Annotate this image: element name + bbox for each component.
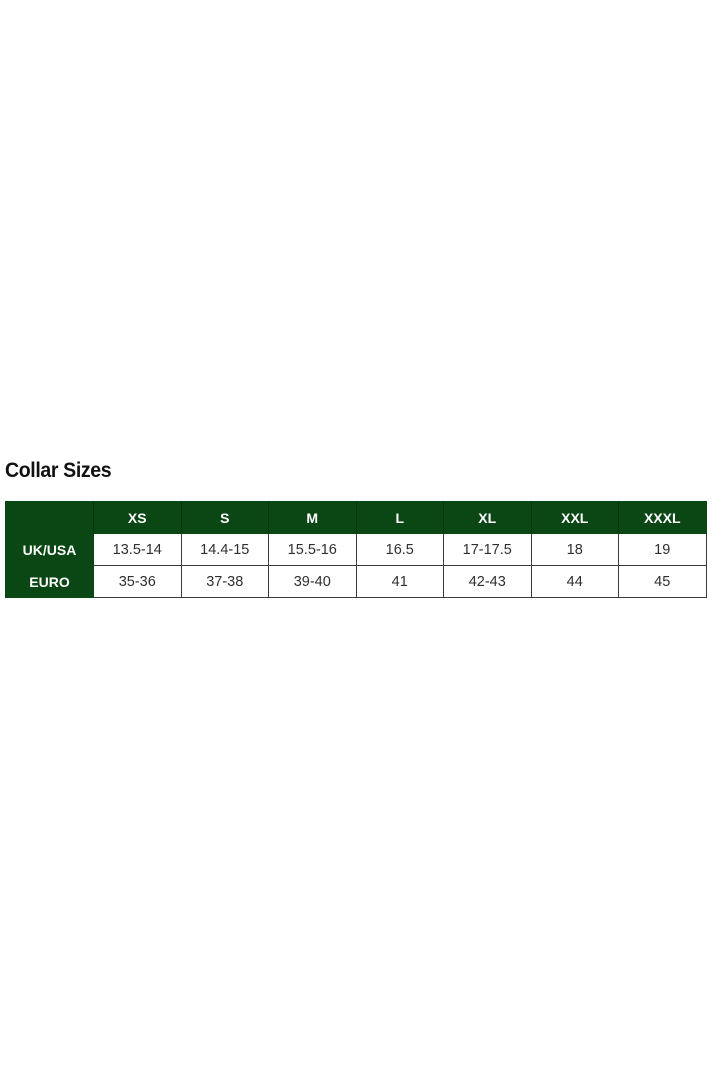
table-header-xxxl: XXXL xyxy=(618,501,707,534)
table-header-xs: XS xyxy=(93,501,182,534)
cell-euro-xs: 35-36 xyxy=(93,565,182,598)
table-header-xl: XL xyxy=(443,501,532,534)
table-body: UK/USA 13.5-14 14.4-15 15.5-16 16.5 17-1… xyxy=(5,533,707,598)
collar-size-table: XS S M L XL XXL XXXL UK/USA 13.5-14 14.4… xyxy=(5,501,707,598)
page-title: Collar Sizes xyxy=(5,459,112,482)
cell-uk-usa-l: 16.5 xyxy=(355,533,444,566)
cell-uk-usa-m: 15.5-16 xyxy=(268,533,357,566)
cell-euro-s: 37-38 xyxy=(180,565,269,598)
cell-uk-usa-xxl: 18 xyxy=(530,533,619,566)
collar-size-table-container: XS S M L XL XXL XXXL UK/USA 13.5-14 14.4… xyxy=(5,501,707,598)
cell-uk-usa-s: 14.4-15 xyxy=(180,533,269,566)
row-label-uk-usa: UK/USA xyxy=(5,533,94,566)
table-header-l: L xyxy=(355,501,444,534)
cell-uk-usa-xs: 13.5-14 xyxy=(93,533,182,566)
table-row: EURO 35-36 37-38 39-40 41 42-43 44 45 xyxy=(5,565,707,598)
cell-euro-xxl: 44 xyxy=(530,565,619,598)
cell-euro-l: 41 xyxy=(355,565,444,598)
table-header: XS S M L XL XXL XXXL xyxy=(5,501,707,534)
table-header-m: M xyxy=(268,501,357,534)
table-header-corner xyxy=(5,501,94,534)
cell-euro-m: 39-40 xyxy=(268,565,357,598)
table-row: UK/USA 13.5-14 14.4-15 15.5-16 16.5 17-1… xyxy=(5,533,707,566)
cell-uk-usa-xl: 17-17.5 xyxy=(443,533,532,566)
cell-euro-xl: 42-43 xyxy=(443,565,532,598)
table-header-xxl: XXL xyxy=(530,501,619,534)
table-header-s: S xyxy=(180,501,269,534)
cell-euro-xxxl: 45 xyxy=(618,565,707,598)
row-label-euro: EURO xyxy=(5,565,94,598)
table-header-row: XS S M L XL XXL XXXL xyxy=(5,501,707,534)
cell-uk-usa-xxxl: 19 xyxy=(618,533,707,566)
